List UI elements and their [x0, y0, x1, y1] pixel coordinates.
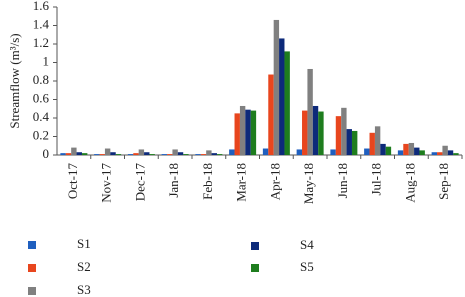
- y-tick-label: 0.8: [33, 72, 49, 87]
- x-tick-label: Aug-18: [402, 163, 417, 203]
- x-tick-label: Jun-18: [335, 163, 350, 198]
- bar: [318, 111, 324, 155]
- bar: [369, 132, 375, 155]
- bar: [81, 153, 88, 155]
- legend-swatch: [251, 242, 259, 250]
- bar: [133, 153, 139, 155]
- bar: [312, 105, 319, 155]
- legend-label: S2: [77, 259, 91, 274]
- bar: [279, 38, 285, 156]
- bar: [138, 149, 145, 155]
- bar: [330, 149, 336, 155]
- legend-label: S3: [77, 282, 91, 297]
- bar: [419, 150, 425, 155]
- bar: [307, 68, 313, 155]
- y-tick-label: 0.6: [33, 90, 50, 105]
- bar: [447, 150, 454, 155]
- bar: [127, 154, 134, 155]
- x-tick-label: Sep-18: [436, 163, 451, 200]
- legend-swatch: [251, 264, 259, 272]
- y-tick-label: 1.2: [33, 35, 49, 50]
- bar: [296, 149, 303, 155]
- bar: [211, 153, 217, 155]
- y-tick-label: 1: [43, 53, 50, 68]
- y-tick-label: 1.6: [33, 0, 50, 13]
- bar: [206, 150, 212, 155]
- bar: [239, 105, 246, 155]
- bar: [431, 152, 438, 155]
- bar: [200, 154, 207, 155]
- bar: [351, 130, 358, 155]
- x-tick-label: Feb-18: [200, 163, 215, 200]
- bar: [273, 19, 280, 156]
- bar: [397, 150, 404, 155]
- bar: [60, 153, 66, 155]
- bar: [94, 154, 100, 155]
- bar: [234, 113, 240, 155]
- y-tick-label: 1.4: [33, 16, 50, 31]
- x-tick-label: Mar-18: [234, 163, 249, 202]
- bar: [172, 149, 178, 155]
- y-tick-label: 0: [43, 146, 50, 161]
- bar: [414, 147, 420, 155]
- legend-label: S4: [300, 237, 314, 252]
- bar: [144, 152, 150, 155]
- bar: [167, 154, 173, 155]
- bar: [245, 109, 251, 155]
- bar: [302, 110, 308, 155]
- legend-label: S5: [300, 259, 314, 274]
- bar: [65, 153, 72, 155]
- bar: [268, 74, 274, 155]
- x-tick-label: Nov-17: [99, 163, 114, 203]
- bar: [104, 148, 111, 155]
- bar: [71, 147, 77, 155]
- bar: [250, 110, 257, 155]
- bar: [385, 146, 392, 155]
- bar: [364, 148, 370, 155]
- bar: [403, 143, 409, 155]
- bar: [229, 149, 235, 155]
- bar: [437, 152, 443, 155]
- bar: [216, 154, 223, 155]
- x-tick-label: Jan-18: [166, 163, 181, 198]
- bar: [99, 154, 105, 155]
- x-tick-label: Dec-17: [132, 163, 147, 202]
- bar: [453, 153, 459, 155]
- bar: [335, 116, 342, 155]
- bar: [374, 126, 381, 155]
- x-tick-label: Oct-17: [65, 163, 80, 200]
- bar: [161, 154, 168, 155]
- bar: [195, 154, 201, 155]
- y-tick-label: 0.2: [33, 127, 49, 142]
- legend-swatch: [28, 264, 36, 272]
- legend-swatch: [28, 241, 36, 249]
- bar: [284, 51, 290, 155]
- x-tick-label: May-18: [301, 163, 316, 204]
- x-tick-label: Apr-18: [267, 163, 282, 200]
- bar: [177, 152, 184, 155]
- bar: [110, 152, 116, 155]
- bar: [149, 154, 155, 155]
- bar: [380, 143, 386, 155]
- bar: [183, 154, 189, 155]
- x-tick-label: Jul-18: [369, 163, 384, 196]
- bar: [115, 154, 122, 155]
- bar: [346, 129, 352, 155]
- y-tick-label: 0.4: [33, 109, 50, 124]
- bar: [408, 142, 415, 155]
- y-axis-title: Streamflow (m³/s): [7, 33, 22, 128]
- bar: [76, 152, 82, 155]
- bar: [442, 145, 448, 155]
- legend-swatch: [28, 287, 36, 295]
- bar: [262, 148, 269, 155]
- legend-label: S1: [77, 236, 91, 251]
- bar: [341, 107, 347, 155]
